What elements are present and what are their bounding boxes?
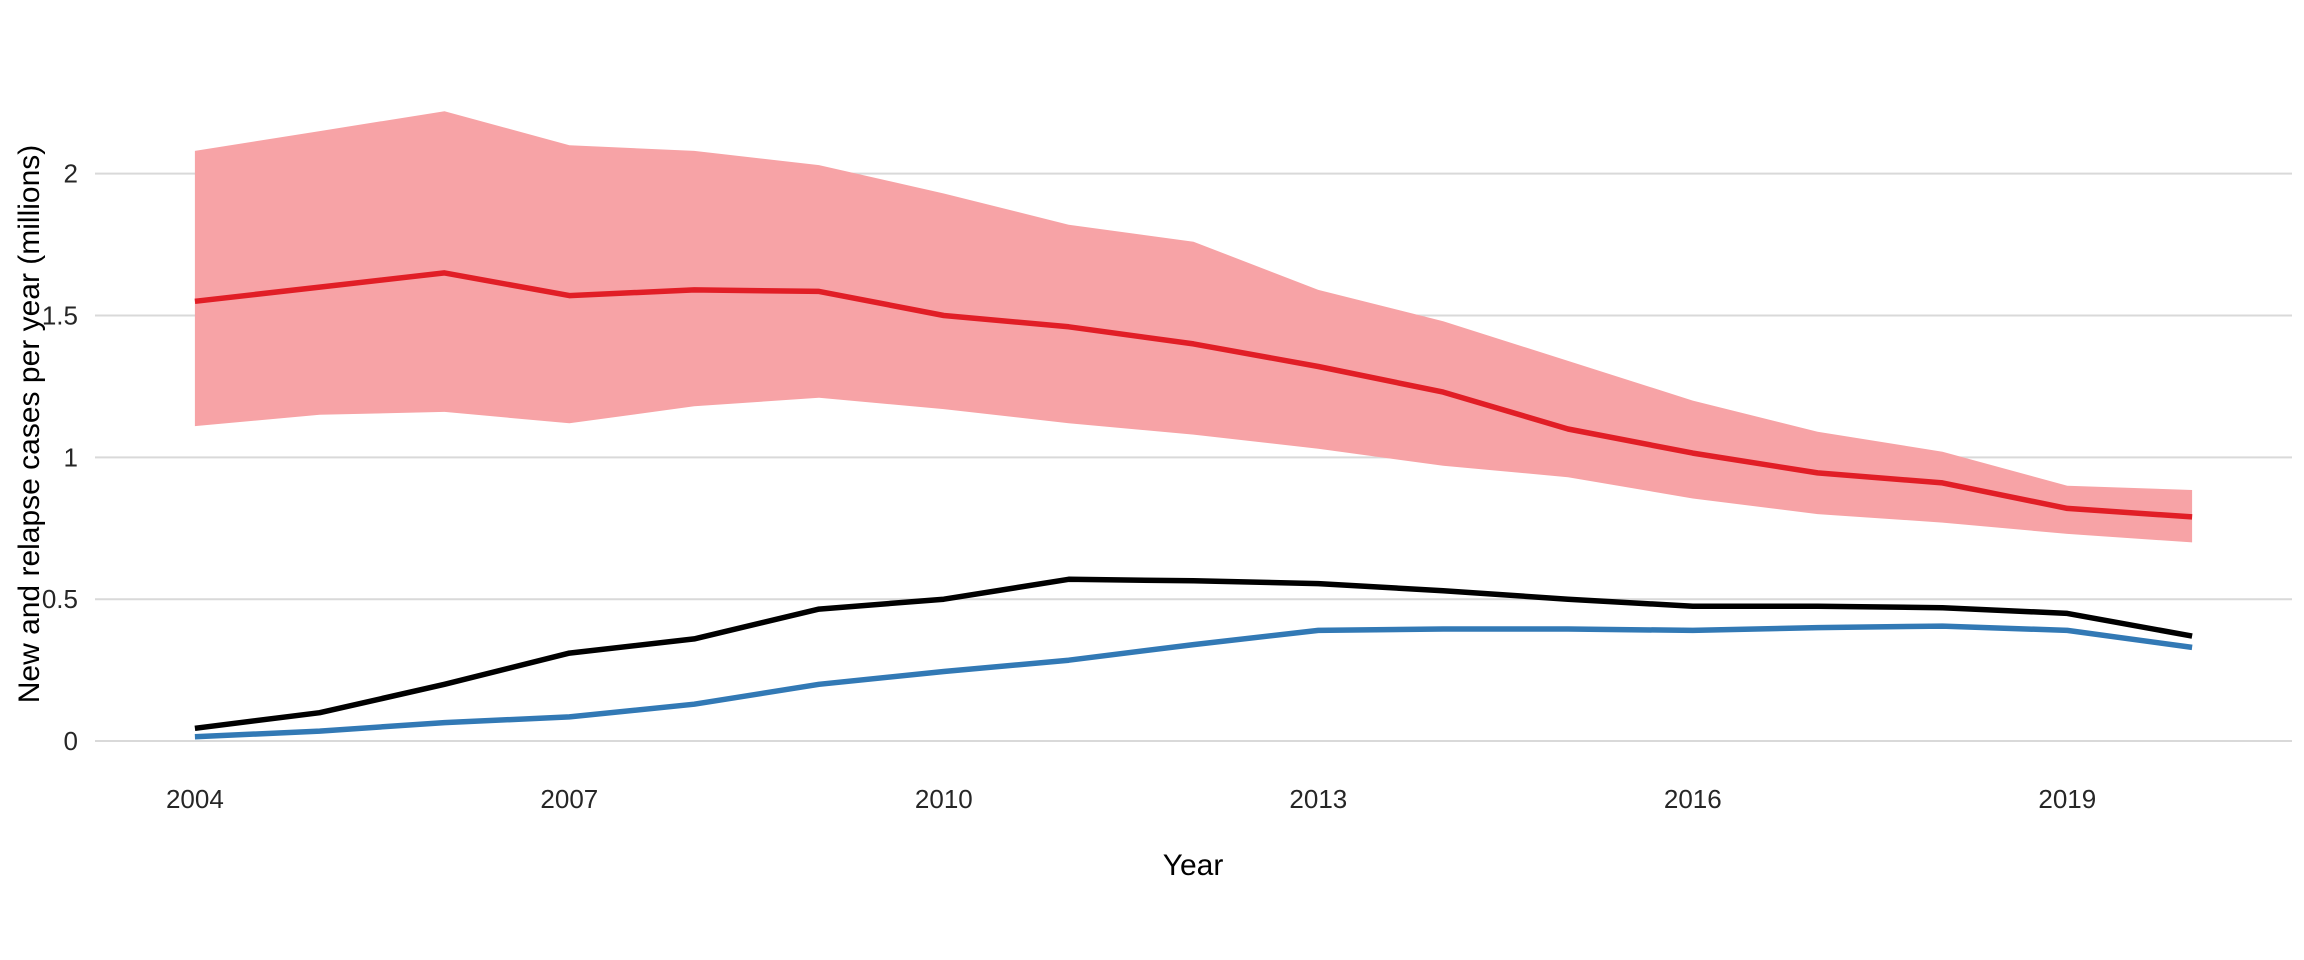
x-tick-label: 2007 xyxy=(540,784,598,814)
y-axis-title: New and relapse cases per year (millions… xyxy=(13,144,46,704)
estimated-incidence-red-line xyxy=(194,270,2193,520)
x-axis-title: Year xyxy=(1162,849,1224,882)
x-tick-label: 2019 xyxy=(2038,784,2096,814)
x-tick-label: 2010 xyxy=(915,784,973,814)
y-tick-label: 2 xyxy=(64,159,78,189)
notified-cases-black-line xyxy=(194,576,2193,732)
y-tick-label: 1 xyxy=(64,442,78,472)
x-tick-label: 2004 xyxy=(166,784,224,814)
blue-line xyxy=(194,623,2193,740)
x-tick-label: 2016 xyxy=(1664,784,1722,814)
y-tick-label: 0 xyxy=(64,726,78,756)
x-tick-label: 2013 xyxy=(1289,784,1347,814)
estimated-incidence-uncertainty-band xyxy=(194,111,2193,543)
y-tick-label: 0.5 xyxy=(42,584,78,614)
y-tick-label: 1.5 xyxy=(42,300,78,330)
